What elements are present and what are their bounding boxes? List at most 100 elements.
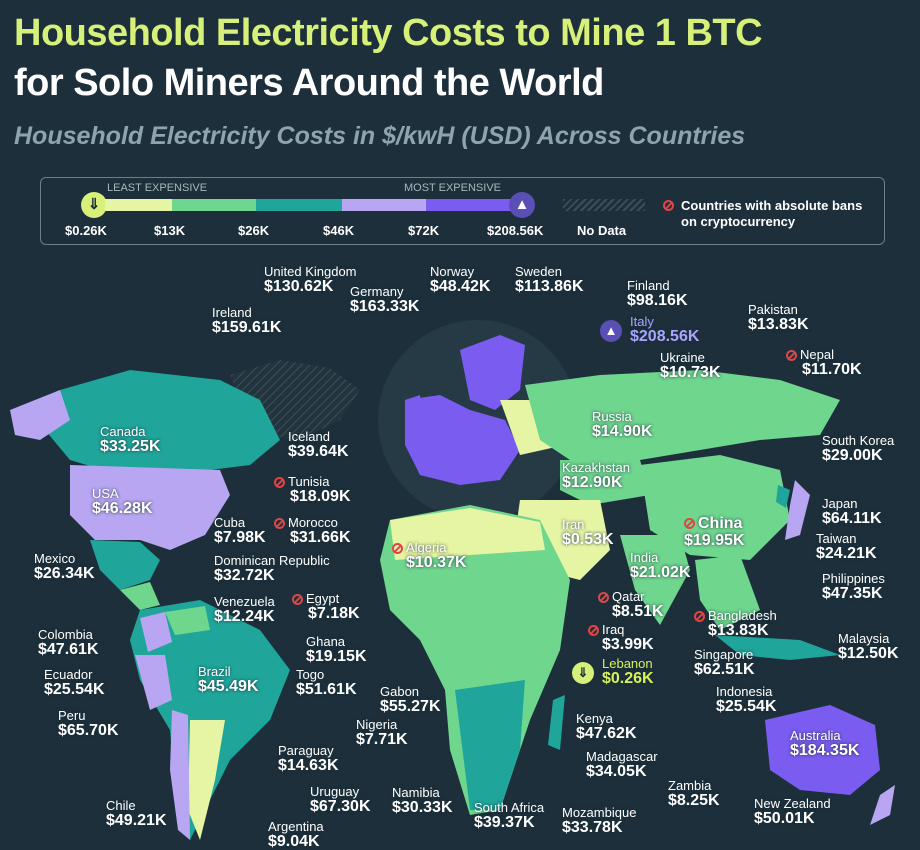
- label-brazil: Brazil $45.49K: [198, 664, 259, 695]
- indonesia-shape: [715, 635, 840, 660]
- label-united-kingdom: United Kingdom $130.62K: [264, 264, 357, 295]
- venezuela-shape: [165, 606, 210, 635]
- ban-icon: [274, 518, 285, 530]
- north-africa-shape: [390, 508, 545, 560]
- label-usa: USA $46.28K: [92, 486, 153, 517]
- label-tunisia: Tunisia $18.09K: [274, 475, 351, 505]
- africa-shape: [380, 505, 570, 815]
- chile-shape: [170, 710, 190, 840]
- southern-africa-shape: [455, 680, 525, 810]
- label-morocco: Morocco $31.66K: [274, 516, 351, 546]
- lebanon-pin-icon: ⇓: [572, 662, 594, 684]
- label-nepal: Nepal $11.70K: [786, 348, 862, 378]
- legend-least-label: LEAST EXPENSIVE: [107, 182, 208, 194]
- label-iraq: Iraq $3.99K: [588, 623, 654, 653]
- peru-shape: [135, 655, 172, 710]
- legend-bin-1: [105, 199, 172, 211]
- label-argentina: Argentina $9.04K: [268, 819, 324, 850]
- label-russia: Russia $14.90K: [592, 409, 653, 440]
- label-pakistan: Pakistan $13.83K: [748, 302, 809, 333]
- ban-icon: [588, 625, 599, 637]
- label-qatar: Qatar $8.51K: [598, 590, 664, 620]
- label-chile: Chile $49.21K: [106, 798, 167, 829]
- legend-bin-3: [256, 199, 342, 211]
- label-zambia: Zambia $8.25K: [668, 778, 720, 809]
- legend-most-label: MOST EXPENSIVE: [404, 182, 501, 194]
- label-finland: Finland $98.16K: [627, 278, 688, 309]
- madagascar-shape: [548, 695, 565, 750]
- italy-pin-icon: ▲: [600, 320, 622, 342]
- label-namibia: Namibia $30.33K: [392, 785, 453, 816]
- canada-shape: [45, 370, 280, 480]
- subtitle: Household Electricity Costs in $/kwH (US…: [14, 122, 746, 150]
- legend-ban-label: Countries with absolute bans on cryptocu…: [681, 198, 863, 229]
- label-iran: Iran $0.53K: [562, 517, 614, 548]
- legend-bin-5: [426, 199, 511, 211]
- label-peru: Peru $65.70K: [58, 708, 119, 739]
- legend-value-1: $0.26K: [65, 223, 107, 238]
- label-gabon: Gabon $55.27K: [380, 684, 441, 715]
- label-new-zealand: New Zealand $50.01K: [754, 796, 831, 827]
- world-map: [10, 320, 895, 840]
- label-germany: Germany $163.33K: [350, 284, 420, 315]
- ban-icon: [598, 592, 609, 604]
- legend-value-6: $208.56K: [487, 223, 544, 238]
- mexico-shape: [90, 540, 160, 590]
- label-sweden: Sweden $113.86K: [515, 264, 584, 295]
- label-ecuador: Ecuador $25.54K: [44, 667, 105, 698]
- southeast-asia-shape: [695, 555, 760, 630]
- label-japan: Japan $64.11K: [822, 496, 882, 527]
- label-nigeria: Nigeria $7.71K: [356, 717, 408, 748]
- legend-value-5: $72K: [408, 223, 440, 238]
- label-norway: Norway $48.42K: [430, 264, 491, 295]
- label-cuba: Cuba $7.98K: [214, 515, 266, 546]
- legend: ⇓ LEAST EXPENSIVE MOST EXPENSIVE ▲ $0.26…: [40, 177, 885, 245]
- label-australia: Australia $184.35K: [790, 728, 860, 759]
- label-china: China $19.95K: [684, 515, 745, 549]
- label-south-africa: South Africa $39.37K: [474, 800, 545, 831]
- label-paraguay: Paraguay $14.63K: [278, 743, 339, 774]
- ban-icon: [663, 200, 674, 211]
- china-shape: [640, 455, 790, 560]
- korea-shape: [776, 485, 790, 508]
- label-lebanon: Lebanon $0.26K: [602, 656, 654, 687]
- ban-icon: [786, 350, 797, 362]
- label-togo: Togo $51.61K: [296, 667, 357, 698]
- label-bangladesh: Bangladesh $13.83K: [694, 609, 777, 639]
- label-india: India $21.02K: [630, 550, 691, 581]
- label-dominican-republic: Dominican Republic $32.72K: [214, 553, 330, 584]
- label-indonesia: Indonesia $25.54K: [716, 684, 777, 715]
- least-expensive-pin-icon: ⇓: [81, 192, 107, 218]
- australia-shape: [765, 705, 880, 795]
- ban-icon: [694, 611, 705, 623]
- label-ghana: Ghana $19.15K: [306, 634, 367, 665]
- legend-value-4: $46K: [323, 223, 355, 238]
- legend-value-2: $13K: [154, 223, 186, 238]
- alaska-shape: [10, 390, 70, 440]
- label-taiwan: Taiwan $24.21K: [816, 531, 877, 562]
- label-kenya: Kenya $47.62K: [576, 711, 637, 742]
- ban-icon: [274, 477, 285, 489]
- label-italy: Italy $208.56K: [630, 314, 700, 345]
- legend-no-data-label: No Data: [577, 223, 627, 238]
- legend-no-data-swatch: [563, 199, 645, 211]
- label-ukraine: Ukraine $10.73K: [660, 350, 721, 381]
- label-iceland: Iceland $39.64K: [288, 429, 349, 460]
- label-kazakhstan: Kazakhstan $12.90K: [562, 460, 630, 491]
- scandinavia-shape: [460, 335, 525, 410]
- central-america-shape: [120, 582, 160, 610]
- label-mexico: Mexico $26.34K: [34, 551, 95, 582]
- argentina-shape: [188, 720, 225, 840]
- label-philippines: Philippines $47.35K: [822, 571, 885, 602]
- label-uruguay: Uruguay $67.30K: [310, 784, 371, 815]
- russia-shape: [525, 370, 840, 460]
- ban-icon: [684, 518, 695, 530]
- legend-bin-4: [342, 199, 426, 211]
- western-europe-shape: [405, 395, 520, 485]
- usa-shape: [70, 465, 230, 550]
- india-shape: [620, 535, 690, 625]
- label-south-korea: South Korea $29.00K: [822, 433, 895, 464]
- kazakhstan-shape: [560, 460, 650, 505]
- legend-value-3: $26K: [238, 223, 270, 238]
- label-algeria: Algeria $10.37K: [392, 541, 467, 571]
